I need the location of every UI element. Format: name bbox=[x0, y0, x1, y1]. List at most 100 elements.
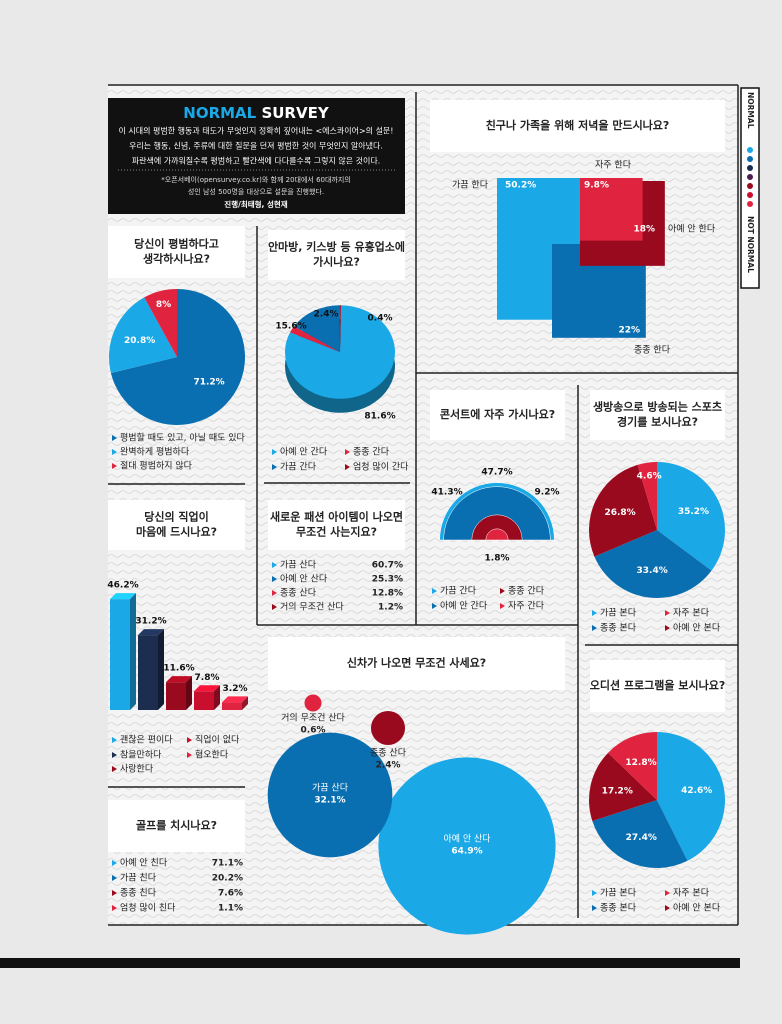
value-label: 1.8% bbox=[485, 554, 510, 564]
legend-marker bbox=[272, 590, 277, 596]
value-label: 8% bbox=[156, 300, 171, 310]
value-label: 71.2% bbox=[193, 378, 224, 388]
legend-marker bbox=[272, 449, 277, 455]
legend-marker bbox=[112, 890, 117, 896]
legend-label: 완벽하게 평범하다 bbox=[120, 447, 190, 458]
value-label: 42.6% bbox=[681, 786, 712, 796]
legend-label: 참을만하다 bbox=[120, 750, 162, 761]
legend-label: 괜찮은 편이다 bbox=[120, 734, 173, 746]
category-label: 종종 한다 bbox=[634, 345, 671, 356]
semicircle bbox=[471, 514, 523, 541]
value-label: 17.2% bbox=[602, 786, 633, 796]
pie-slice bbox=[657, 462, 725, 571]
legend-marker bbox=[592, 610, 597, 616]
value-label: 0.6% bbox=[301, 726, 326, 736]
row-value: 7.6% bbox=[218, 889, 243, 899]
category-label: 아예 안 한다 bbox=[668, 224, 716, 235]
row-label: 종종 친다 bbox=[120, 888, 157, 899]
value-label: 50.2% bbox=[505, 181, 536, 191]
category-label: 가끔 한다 bbox=[452, 180, 489, 191]
legend-marker bbox=[112, 449, 117, 455]
header-title: NORMAL SURVEY bbox=[183, 104, 330, 122]
pie-slice bbox=[657, 732, 725, 861]
value-label: 18% bbox=[633, 225, 655, 235]
value-label: 22% bbox=[618, 326, 640, 336]
bar bbox=[110, 599, 130, 710]
legend-marker bbox=[187, 737, 192, 743]
legend-label: 종종 본다 bbox=[600, 903, 637, 914]
bubble-label: 아예 안 산다 bbox=[443, 834, 491, 845]
bubble-label: 종종 산다 bbox=[370, 748, 407, 759]
pie-slice bbox=[109, 297, 177, 374]
question-box bbox=[268, 500, 405, 550]
scale-dot bbox=[747, 192, 753, 198]
bubble bbox=[378, 757, 556, 935]
pie-slice bbox=[608, 732, 657, 800]
row-label: 가끔 산다 bbox=[280, 560, 317, 571]
legend-label: 혐오한다 bbox=[195, 750, 229, 761]
legend-marker bbox=[592, 890, 597, 896]
legend-label: 직업이 없다 bbox=[195, 735, 240, 746]
value-label: 81.6% bbox=[364, 412, 395, 422]
bubble-label: 가끔 산다 bbox=[312, 783, 349, 794]
legend-marker bbox=[665, 610, 670, 616]
scale-dot bbox=[747, 174, 753, 180]
semicircle bbox=[443, 486, 551, 541]
value-label: 32.1% bbox=[314, 796, 345, 806]
legend-marker bbox=[112, 875, 117, 881]
bar-top bbox=[166, 676, 192, 683]
header-note: 성인 남성 500명을 대상으로 설문을 진행했다. bbox=[188, 187, 324, 196]
legend-label: 가끔 간다 bbox=[280, 462, 317, 473]
pie-slice bbox=[592, 800, 688, 868]
pie-slice bbox=[637, 462, 657, 530]
question-title: 경기를 보시나요? bbox=[617, 415, 698, 429]
legend-marker bbox=[112, 860, 117, 866]
scale-dot bbox=[747, 183, 753, 189]
legend-marker bbox=[500, 603, 505, 609]
row-value: 71.1% bbox=[212, 859, 243, 869]
bar bbox=[222, 702, 242, 710]
bottom-bar bbox=[0, 958, 740, 968]
bubble bbox=[370, 710, 406, 746]
row-label: 엄청 많이 친다 bbox=[120, 902, 176, 914]
value-label: 7.8% bbox=[195, 673, 220, 683]
legend-label: 종종 간다 bbox=[353, 447, 390, 458]
row-label: 아예 안 산다 bbox=[280, 574, 328, 585]
legend-marker bbox=[592, 905, 597, 911]
bubble bbox=[304, 694, 322, 712]
bubble bbox=[267, 732, 393, 858]
legend-label: 가끔 간다 bbox=[440, 586, 477, 597]
side-not-normal: NOT NORMAL bbox=[746, 216, 755, 273]
question-title: 친구나 가족을 위해 저녁을 만드시나요? bbox=[486, 118, 670, 132]
value-label: 46.2% bbox=[107, 581, 138, 591]
side-normal: NORMAL bbox=[746, 92, 755, 129]
value-label: 9.8% bbox=[584, 181, 609, 191]
pie-slice bbox=[594, 530, 712, 598]
question-box bbox=[430, 390, 565, 440]
row-value: 12.8% bbox=[372, 589, 403, 599]
value-label: 2.4% bbox=[376, 761, 401, 771]
legend-marker bbox=[665, 625, 670, 631]
bar-side bbox=[158, 629, 164, 710]
question-box bbox=[108, 800, 245, 852]
legend-marker bbox=[500, 588, 505, 594]
pie-slice bbox=[339, 305, 341, 352]
legend-label: 아예 안 간다 bbox=[280, 447, 328, 458]
question-title: 가시나요? bbox=[313, 255, 360, 269]
pie-slice bbox=[285, 305, 396, 399]
legend-label: 가끔 본다 bbox=[600, 608, 637, 619]
legend-label: 절대 평범하지 않다 bbox=[120, 460, 193, 472]
pie-slice bbox=[144, 289, 177, 357]
question-box bbox=[430, 100, 725, 152]
legend-label: 아예 안 간다 bbox=[440, 601, 488, 612]
legend-marker bbox=[272, 464, 277, 470]
legend-marker bbox=[112, 463, 117, 469]
legend-marker bbox=[592, 625, 597, 631]
header-line: 이 시대의 평범한 행동과 태도가 무엇인지 정확히 짚어내는 <에스콰이어>의… bbox=[118, 126, 393, 136]
row-value: 1.1% bbox=[218, 904, 243, 914]
legend-marker bbox=[272, 562, 277, 568]
legend-marker bbox=[112, 905, 117, 911]
value-label: 27.4% bbox=[626, 833, 657, 843]
bar-top bbox=[110, 593, 136, 600]
pie-slice bbox=[589, 752, 657, 822]
